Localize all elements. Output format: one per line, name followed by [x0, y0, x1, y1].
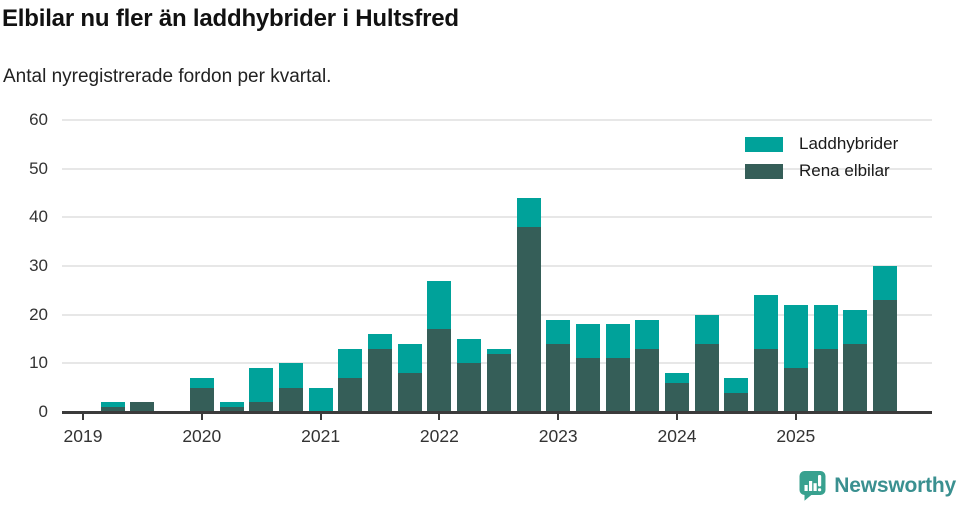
- x-axis-tick-2023: [557, 414, 560, 420]
- bar-2023-q4-laddhybrider: [635, 319, 660, 349]
- x-axis-label-2024: 2024: [657, 426, 697, 446]
- chart-title: Elbilar nu fler än laddhybrider i Hultsf…: [2, 5, 459, 32]
- gridline-50: [62, 167, 932, 170]
- bar-2024-q2-rena-elbilar: [694, 343, 719, 412]
- bar-2019-q2-rena-elbilar: [100, 407, 125, 412]
- bar-2023-q2-rena-elbilar: [575, 358, 600, 412]
- gridline-60: [62, 119, 932, 121]
- bar-2021-q4-laddhybrider: [397, 343, 422, 374]
- y-axis-label-10: 10: [29, 353, 48, 373]
- bar-2024-q1-rena-elbilar: [665, 382, 689, 412]
- bar-2020-q3-rena-elbilar: [249, 402, 274, 412]
- bar-2023-q4-rena-elbilar: [635, 348, 660, 412]
- legend-item-laddhybrider: Laddhybrider: [745, 134, 899, 153]
- bar-2021-q1-laddhybrider: [308, 387, 333, 412]
- chart-subtitle: Antal nyregistrerade fordon per kvartal.: [3, 66, 332, 87]
- legend-swatch-rena-elbilar: [745, 163, 783, 179]
- brand-footer: Newsworthy: [798, 470, 956, 501]
- x-axis-label-2023: 2023: [538, 426, 578, 446]
- stacked-bar-chart: Laddhybrider Rena elbilar 0 10 20 30 40 50 60 2…: [29, 110, 932, 446]
- bar-2020-q4-rena-elbilar: [278, 387, 303, 412]
- legend-label-rena-elbilar: Rena elbilar: [799, 161, 890, 180]
- bar-2022-q1-laddhybrider: [427, 280, 452, 330]
- legend-item-rena-elbilar: Rena elbilar: [745, 161, 898, 180]
- bar-2023-q1-laddhybrider: [546, 319, 571, 344]
- bar-2020-q4-laddhybrider: [278, 363, 303, 388]
- x-axis-tick-2022: [438, 414, 441, 420]
- bar-2025-q1-laddhybrider: [783, 304, 808, 369]
- gridline-20: [62, 313, 932, 316]
- x-axis-tick-2019: [82, 414, 84, 420]
- bar-2023-q2-laddhybrider: [575, 324, 600, 359]
- bar-2025-q2-laddhybrider: [813, 304, 838, 349]
- bar-2024-q4-laddhybrider: [754, 295, 779, 349]
- bar-2024-q4-rena-elbilar: [754, 348, 779, 412]
- legend-swatch-laddhybrider: [745, 136, 783, 152]
- bar-2025-q4-rena-elbilar: [872, 300, 897, 412]
- bar-2022-q2-rena-elbilar: [457, 363, 482, 412]
- y-axis-label-50: 50: [29, 158, 48, 178]
- x-axis-label-2025: 2025: [776, 426, 816, 446]
- bar-2025-q3-laddhybrider: [843, 309, 868, 344]
- bar-2021-q3-rena-elbilar: [368, 348, 392, 412]
- bar-2023-q3-laddhybrider: [605, 324, 630, 359]
- y-axis-label-60: 60: [29, 110, 48, 129]
- bar-2019-q2-laddhybrider: [100, 402, 125, 408]
- newsworthy-logo-icon: [798, 470, 827, 501]
- x-axis-tick-2025: [794, 414, 797, 420]
- x-axis-tick-2020: [200, 414, 203, 420]
- x-axis-label-2020: 2020: [182, 426, 222, 446]
- bar-2024-q3-rena-elbilar: [724, 392, 749, 412]
- bar-2025-q4-laddhybrider: [872, 266, 897, 301]
- bar-2024-q1-laddhybrider: [665, 373, 689, 383]
- legend-label-laddhybrider: Laddhybrider: [799, 134, 899, 153]
- bar-2022-q3-laddhybrider: [486, 348, 511, 354]
- bar-2020-q3-laddhybrider: [249, 368, 274, 403]
- bar-2022-q1-rena-elbilar: [427, 329, 452, 412]
- bar-2023-q1-rena-elbilar: [546, 343, 571, 412]
- bar-2022-q2-laddhybrider: [457, 339, 482, 364]
- bar-2022-q4-rena-elbilar: [516, 227, 541, 412]
- bar-2021-q4-rena-elbilar: [397, 373, 422, 412]
- x-axis-tick-2021: [319, 414, 322, 420]
- x-axis-tick-2024: [676, 414, 678, 420]
- bar-2023-q3-rena-elbilar: [605, 358, 630, 412]
- gridline-40: [62, 216, 932, 219]
- bar-2022-q4-laddhybrider: [516, 197, 541, 228]
- bar-2025-q2-rena-elbilar: [813, 348, 838, 412]
- x-axis-line: [62, 411, 932, 414]
- x-axis-label-2022: 2022: [419, 426, 459, 446]
- y-axis-label-30: 30: [29, 256, 48, 275]
- bar-2024-q3-laddhybrider: [724, 377, 749, 393]
- bar-2021-q2-rena-elbilar: [338, 377, 363, 412]
- y-axis-label-20: 20: [29, 304, 48, 324]
- chart-legend: Laddhybrider Rena elbilar: [745, 134, 899, 190]
- x-axis-label-2021: 2021: [301, 426, 341, 446]
- bar-2025-q3-rena-elbilar: [843, 343, 868, 412]
- bar-2020-q2-rena-elbilar: [219, 407, 244, 412]
- y-axis-label-40: 40: [29, 207, 48, 227]
- bar-2020-q1-laddhybrider: [189, 377, 214, 388]
- x-axis-label-2019: 2019: [63, 426, 103, 446]
- bar-2021-q2-laddhybrider: [338, 348, 363, 378]
- bar-2020-q1-rena-elbilar: [189, 387, 214, 412]
- bar-2022-q3-rena-elbilar: [486, 353, 511, 412]
- newsworthy-logo-text: Newsworthy: [834, 473, 956, 497]
- bar-2025-q1-rena-elbilar: [783, 368, 808, 412]
- bar-2020-q2-laddhybrider: [219, 402, 244, 408]
- bar-2019-q3-rena-elbilar: [130, 402, 155, 412]
- gridline-30: [62, 265, 932, 267]
- y-axis-label-0: 0: [38, 402, 48, 421]
- bar-2021-q3-laddhybrider: [368, 334, 392, 349]
- bar-2024-q2-laddhybrider: [694, 314, 719, 344]
